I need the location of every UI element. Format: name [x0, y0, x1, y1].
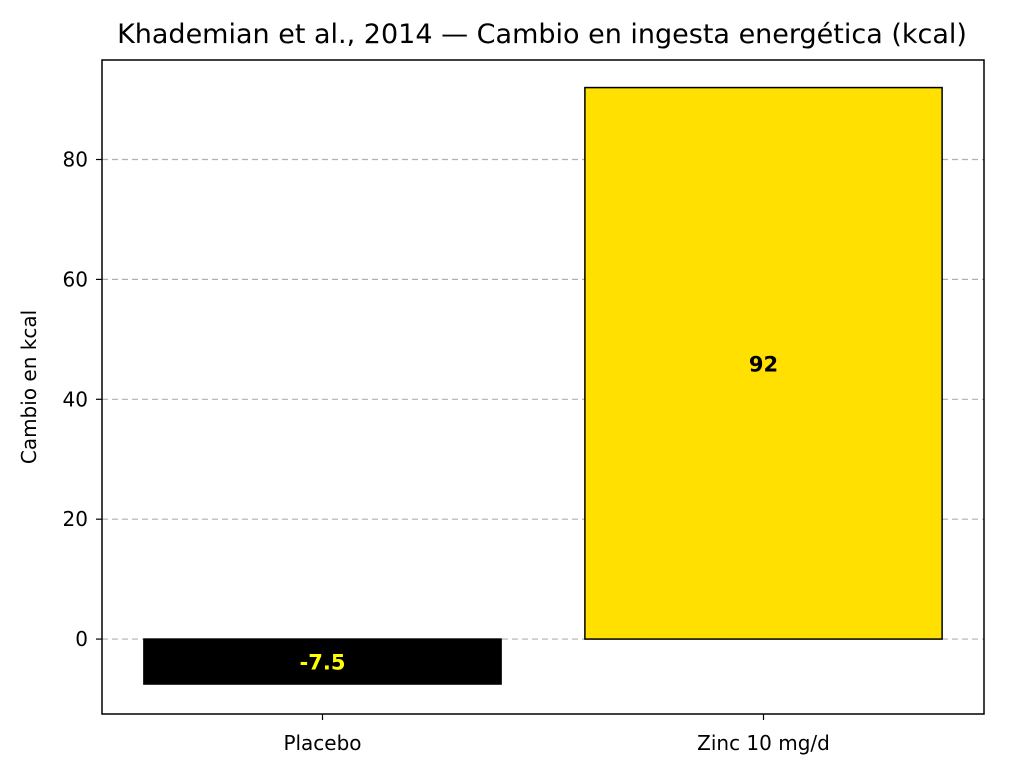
data-labels: -7.5 92	[300, 352, 779, 674]
y-tick-label: 60	[63, 267, 88, 291]
chart-title: Khademian et al., 2014 — Cambio en inges…	[117, 19, 967, 50]
x-tick-label: Zinc 10 mg/d	[697, 731, 830, 755]
x-tick-label: Placebo	[283, 731, 361, 755]
bar-zinc-10-mg-d	[584, 86, 943, 640]
y-tick-label: 40	[63, 387, 88, 411]
data-label: 92	[749, 352, 778, 376]
y-axis-label: Cambio en kcal	[17, 310, 41, 464]
plot-area-frame	[101, 59, 985, 715]
data-label: -7.5	[300, 651, 346, 675]
y-tick-label: 80	[63, 148, 88, 172]
y-tick-label: 20	[63, 507, 88, 531]
bar-placebo	[143, 638, 502, 685]
y-tick-label: 0	[75, 627, 88, 651]
tick-labels: 0 20 40 60 80 Placebo Zinc 10 mg/d	[63, 148, 830, 755]
bars	[143, 86, 943, 685]
